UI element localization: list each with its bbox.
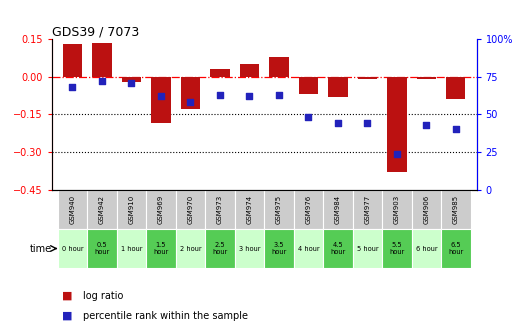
- Text: GSM977: GSM977: [365, 195, 370, 224]
- Bar: [441, 190, 471, 229]
- Bar: [92, 43, 111, 77]
- Text: 6.5
hour: 6.5 hour: [448, 242, 464, 255]
- Bar: [235, 190, 264, 229]
- Bar: [269, 57, 289, 77]
- Point: [452, 127, 460, 132]
- Point: [246, 94, 254, 99]
- Bar: [151, 77, 170, 123]
- Text: 5.5
hour: 5.5 hour: [390, 242, 405, 255]
- Bar: [240, 64, 259, 77]
- Point: [216, 92, 224, 97]
- Text: GSM975: GSM975: [276, 195, 282, 224]
- Text: 4 hour: 4 hour: [298, 246, 319, 251]
- Bar: [353, 190, 382, 229]
- Text: 0.5
hour: 0.5 hour: [94, 242, 110, 255]
- Point: [304, 115, 312, 120]
- Bar: [87, 190, 117, 229]
- Bar: [117, 229, 146, 268]
- Bar: [176, 229, 205, 268]
- Bar: [387, 77, 407, 172]
- Point: [334, 121, 342, 126]
- Bar: [264, 229, 294, 268]
- Text: 2 hour: 2 hour: [180, 246, 202, 251]
- Bar: [176, 190, 205, 229]
- Point: [98, 79, 106, 84]
- Text: 5 hour: 5 hour: [356, 246, 378, 251]
- Bar: [323, 229, 353, 268]
- Text: 1.5
hour: 1.5 hour: [153, 242, 168, 255]
- Bar: [417, 77, 436, 79]
- Bar: [57, 229, 87, 268]
- Bar: [205, 190, 235, 229]
- Text: 3 hour: 3 hour: [239, 246, 260, 251]
- Bar: [63, 44, 82, 77]
- Point: [68, 85, 77, 90]
- Bar: [117, 190, 146, 229]
- Text: 4.5
hour: 4.5 hour: [330, 242, 346, 255]
- Bar: [146, 229, 176, 268]
- Point: [422, 122, 430, 128]
- Bar: [382, 229, 412, 268]
- Bar: [447, 77, 466, 99]
- Text: GSM985: GSM985: [453, 195, 459, 224]
- Bar: [358, 77, 377, 79]
- Bar: [146, 190, 176, 229]
- Text: GSM970: GSM970: [188, 195, 193, 224]
- Bar: [412, 190, 441, 229]
- Point: [157, 94, 165, 99]
- Text: 1 hour: 1 hour: [121, 246, 142, 251]
- Bar: [181, 77, 200, 110]
- Text: GDS39 / 7073: GDS39 / 7073: [52, 25, 139, 38]
- Point: [393, 151, 401, 156]
- Text: 0 hour: 0 hour: [62, 246, 83, 251]
- Bar: [353, 229, 382, 268]
- Bar: [235, 229, 264, 268]
- Text: GSM942: GSM942: [99, 195, 105, 224]
- Text: GSM910: GSM910: [128, 195, 135, 224]
- Bar: [122, 77, 141, 82]
- Bar: [299, 77, 318, 95]
- Bar: [412, 229, 441, 268]
- Text: percentile rank within the sample: percentile rank within the sample: [83, 311, 248, 320]
- Text: GSM984: GSM984: [335, 195, 341, 224]
- Point: [186, 100, 195, 105]
- Point: [127, 80, 136, 85]
- Text: ■: ■: [62, 291, 73, 301]
- Text: GSM906: GSM906: [423, 195, 429, 224]
- Bar: [87, 229, 117, 268]
- Text: time: time: [30, 244, 52, 253]
- Text: 6 hour: 6 hour: [415, 246, 437, 251]
- Text: GSM940: GSM940: [69, 195, 76, 224]
- Text: GSM974: GSM974: [247, 195, 252, 224]
- Bar: [294, 190, 323, 229]
- Bar: [382, 190, 412, 229]
- Bar: [205, 229, 235, 268]
- Text: GSM969: GSM969: [158, 195, 164, 224]
- Text: 3.5
hour: 3.5 hour: [271, 242, 286, 255]
- Text: ■: ■: [62, 311, 73, 320]
- Point: [363, 121, 371, 126]
- Point: [275, 92, 283, 97]
- Bar: [294, 229, 323, 268]
- Text: 2.5
hour: 2.5 hour: [212, 242, 227, 255]
- Bar: [210, 69, 229, 77]
- Text: GSM903: GSM903: [394, 195, 400, 224]
- Bar: [441, 229, 471, 268]
- Text: log ratio: log ratio: [83, 291, 123, 301]
- Bar: [57, 190, 87, 229]
- Text: GSM973: GSM973: [217, 195, 223, 224]
- Text: GSM976: GSM976: [306, 195, 311, 224]
- Bar: [328, 77, 348, 97]
- Bar: [323, 190, 353, 229]
- Bar: [264, 190, 294, 229]
